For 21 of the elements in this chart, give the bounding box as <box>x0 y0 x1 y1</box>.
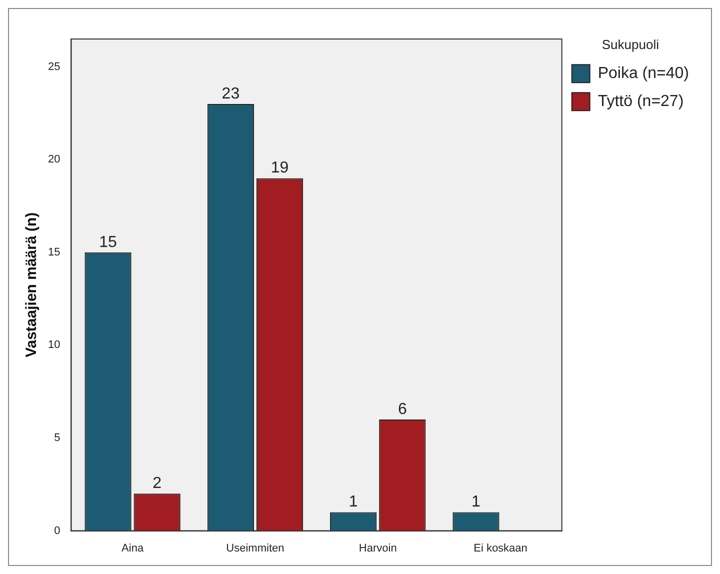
x-tick-label: Aina <box>122 542 144 554</box>
y-tick-label: 10 <box>48 339 60 352</box>
data-label: 6 <box>398 400 407 418</box>
y-tick-label: 5 <box>54 432 60 444</box>
y-tick-label: 15 <box>48 246 60 258</box>
legend-label: Poika (n=40) <box>598 65 690 82</box>
x-tick-label: Ei koskaan <box>474 542 528 554</box>
data-label: 2 <box>152 475 162 492</box>
y-tick-label: 20 <box>48 154 60 166</box>
y-axis-title: Vastaajien määrä (n) <box>23 212 40 358</box>
x-tick-label: Useimmiten <box>226 542 284 554</box>
legend-label: Tyttö (n=27) <box>598 93 684 110</box>
legend-title: Sukupuoli <box>602 37 660 52</box>
y-tick-label: 0 <box>54 524 60 537</box>
x-tick-label: Harvoin <box>358 542 397 554</box>
data-label: 15 <box>99 234 118 251</box>
data-label: 19 <box>270 160 289 177</box>
data-label: 23 <box>222 85 240 102</box>
data-label: 1 <box>348 494 358 511</box>
y-tick-label: 25 <box>48 60 60 73</box>
data-label: 1 <box>472 494 481 511</box>
